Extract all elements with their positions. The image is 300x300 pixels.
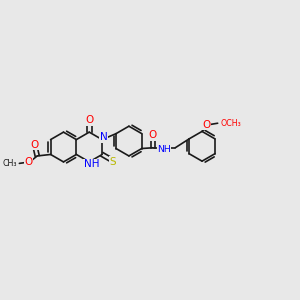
Text: CH₃: CH₃ [2, 159, 17, 168]
Text: N: N [100, 132, 107, 142]
Text: O: O [31, 140, 39, 150]
Text: NH: NH [84, 159, 99, 169]
Text: OCH₃: OCH₃ [220, 119, 242, 128]
Text: O: O [24, 157, 32, 167]
Text: NH: NH [157, 145, 171, 154]
Text: S: S [110, 157, 116, 166]
Text: O: O [149, 130, 157, 140]
Text: O: O [202, 120, 211, 130]
Text: O: O [85, 115, 93, 125]
